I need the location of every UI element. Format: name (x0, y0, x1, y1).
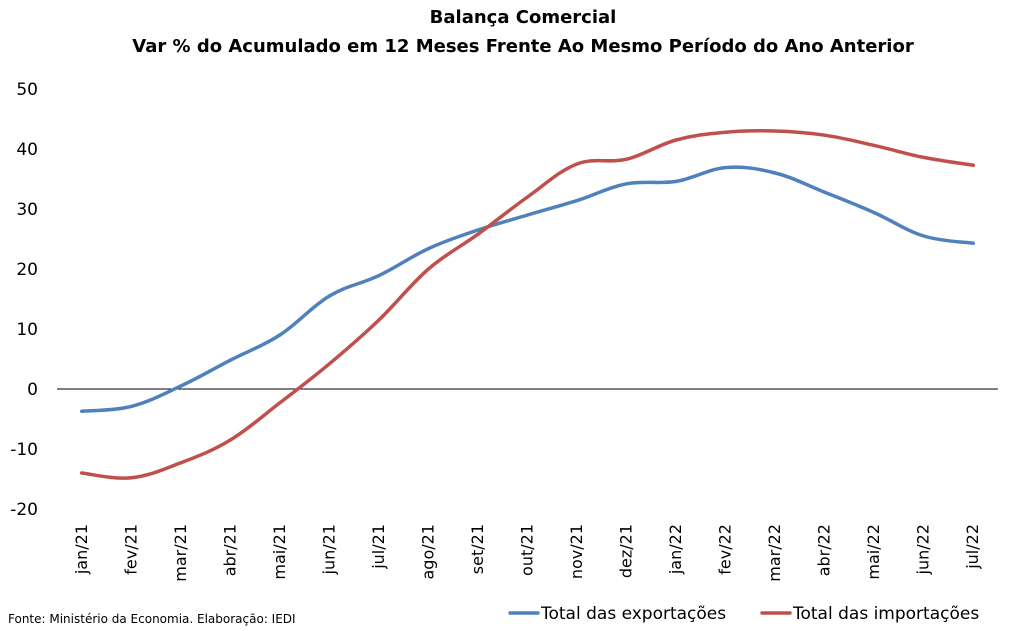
data-point (773, 129, 777, 133)
legend-label: Total das importações (792, 604, 979, 624)
x-tick-label: abr/21 (220, 524, 239, 576)
data-point (129, 476, 133, 480)
x-tick-label: ago/21 (418, 524, 437, 580)
data-point (327, 294, 331, 298)
data-point (624, 182, 629, 186)
data-point (971, 241, 975, 245)
data-point (773, 171, 777, 175)
x-tick-label: mar/22 (765, 524, 784, 582)
data-point (179, 461, 183, 465)
data-point (922, 155, 926, 159)
data-point (129, 404, 133, 408)
series-line (80, 165, 975, 413)
data-point (674, 138, 678, 142)
data-point (377, 274, 381, 278)
data-point (575, 162, 579, 166)
data-point (724, 166, 728, 170)
series-lines (80, 128, 975, 480)
data-point (674, 179, 678, 183)
y-tick-label: 0 (27, 380, 38, 400)
x-tick-label: abr/22 (815, 524, 834, 576)
x-tick-label: mar/21 (171, 524, 190, 582)
legend-item: Total das importações (760, 604, 979, 624)
data-point (922, 234, 926, 238)
x-tick-label: out/21 (518, 524, 537, 576)
x-tick-label: jun/22 (914, 524, 933, 575)
data-point (426, 267, 431, 271)
series-line (80, 128, 975, 480)
data-point (426, 247, 431, 251)
y-axis-ticks: 50 40 30 20 10 0 -10 -20 (10, 80, 38, 520)
data-point (80, 471, 84, 475)
data-point (377, 318, 381, 322)
data-point (575, 199, 579, 203)
chart-title: Balança Comercial (430, 7, 617, 28)
legend-item: Total das exportações (508, 604, 726, 624)
data-point (278, 401, 282, 405)
data-point (228, 358, 232, 362)
x-tick-label: jul/21 (369, 524, 388, 570)
data-point (179, 384, 183, 388)
x-tick-label: mai/22 (864, 524, 883, 580)
x-tick-label: fev/22 (716, 524, 735, 575)
data-point (327, 362, 331, 366)
data-point (823, 190, 827, 194)
x-tick-label: mai/21 (270, 524, 289, 580)
x-tick-label: fev/21 (121, 524, 140, 575)
y-tick-label: 10 (16, 320, 38, 340)
data-point (228, 438, 232, 442)
data-point (724, 130, 728, 134)
data-point (872, 143, 876, 147)
x-tick-label: dez/21 (617, 524, 636, 578)
data-point (476, 228, 480, 232)
data-point (278, 333, 282, 337)
y-tick-label: 50 (16, 80, 38, 100)
x-tick-label: nov/21 (567, 524, 586, 579)
series-2 (80, 128, 975, 480)
data-point (80, 409, 84, 413)
legend-label: Total das exportações (540, 604, 726, 624)
data-point (872, 211, 876, 215)
data-point (624, 157, 629, 161)
x-tick-label: jul/22 (963, 524, 982, 570)
x-tick-label: set/21 (468, 524, 487, 574)
x-axis-ticks: jan/21 fev/21 mar/21 abr/21 mai/21 jun/21 jul/… (72, 524, 982, 582)
y-tick-label: 30 (16, 200, 38, 220)
x-tick-label: jan/22 (666, 524, 685, 575)
x-tick-label: jun/21 (319, 524, 338, 575)
chart-subtitle: Var % do Acumulado em 12 Meses Frente Ao… (132, 36, 914, 57)
data-point (823, 133, 827, 137)
data-point (476, 232, 480, 236)
y-tick-label: 40 (16, 140, 38, 160)
x-tick-label: jan/21 (72, 524, 91, 575)
data-point (971, 163, 975, 167)
series-1 (80, 165, 975, 413)
source-note: Fonte: Ministério da Economia. Elaboraçã… (8, 612, 296, 626)
legend: Total das exportações Total das importaçõ… (508, 604, 979, 624)
y-tick-label: -20 (10, 500, 38, 520)
y-tick-label: 20 (16, 260, 38, 280)
y-tick-label: -10 (10, 440, 38, 460)
data-point (525, 195, 530, 199)
data-point (525, 213, 530, 217)
